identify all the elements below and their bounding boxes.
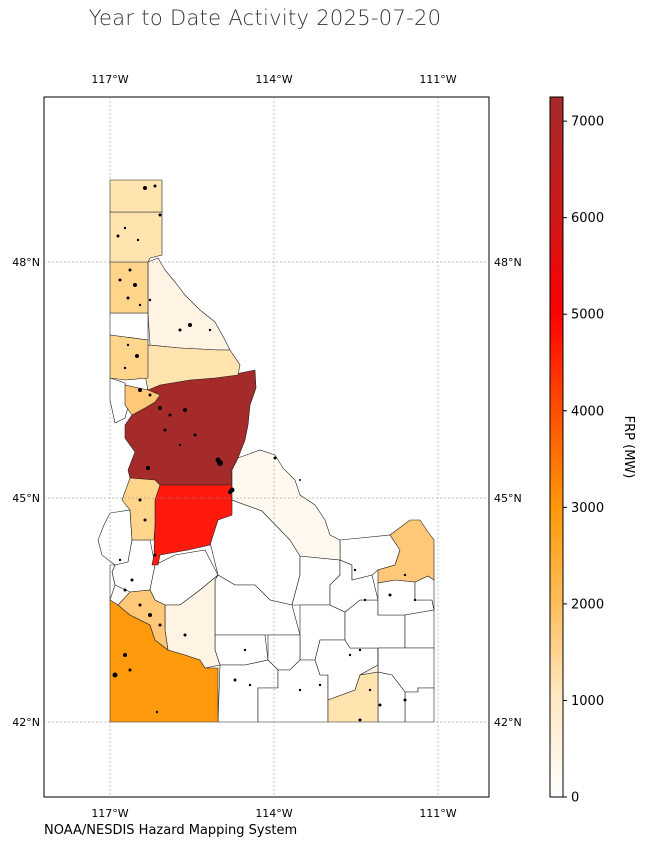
colorbar-ticks: 0 1000 2000 3000 4000 5000 6000 7000 (563, 115, 604, 806)
lat-tick-right: 42°N (494, 716, 522, 729)
lat-tick-right: 45°N (494, 492, 522, 505)
lon-tick-top: 117°W (91, 73, 128, 86)
county (231, 449, 341, 561)
graticule (44, 97, 489, 797)
colorbar-tick-label: 1000 (571, 694, 604, 709)
county (404, 609, 435, 649)
colorbar-tick-label: 0 (571, 791, 579, 806)
county (124, 384, 161, 416)
county (117, 589, 169, 651)
fire-detections (112, 184, 417, 722)
county (214, 634, 269, 666)
lat-tick-left: 48°N (12, 256, 40, 269)
idaho-counties (97, 179, 435, 723)
colorbar-tick-label: 3000 (571, 501, 604, 516)
colorbar-tick-label: 5000 (571, 308, 604, 323)
colorbar-tick-label: 6000 (571, 211, 604, 226)
colorbar-tick-label: 7000 (571, 115, 604, 130)
data-credit: NOAA/NESDIS Hazard Mapping System (44, 823, 298, 838)
lon-tick-top: 111°W (419, 73, 456, 86)
lat-tick-left: 45°N (12, 492, 40, 505)
county (359, 648, 379, 676)
colorbar-tick-label: 2000 (571, 597, 604, 612)
county (121, 477, 161, 541)
county (109, 334, 149, 381)
lon-tick-bottom: 111°W (419, 807, 456, 820)
lon-tick-bottom: 114°W (255, 807, 292, 820)
lon-tick-top: 114°W (255, 73, 292, 86)
county (164, 574, 221, 669)
colorbar-label: FRP (MW) (621, 416, 636, 479)
county (144, 344, 241, 391)
lat-tick-left: 42°N (12, 716, 40, 729)
colorbar-tick-label: 4000 (571, 404, 604, 419)
map-title: Year to Date Activity 2025-07-20 (88, 6, 442, 30)
county (377, 519, 435, 584)
lon-tick-bottom: 117°W (91, 807, 128, 820)
lat-tick-right: 48°N (494, 256, 522, 269)
county (109, 564, 116, 601)
colorbar (549, 96, 564, 798)
county (404, 687, 435, 723)
